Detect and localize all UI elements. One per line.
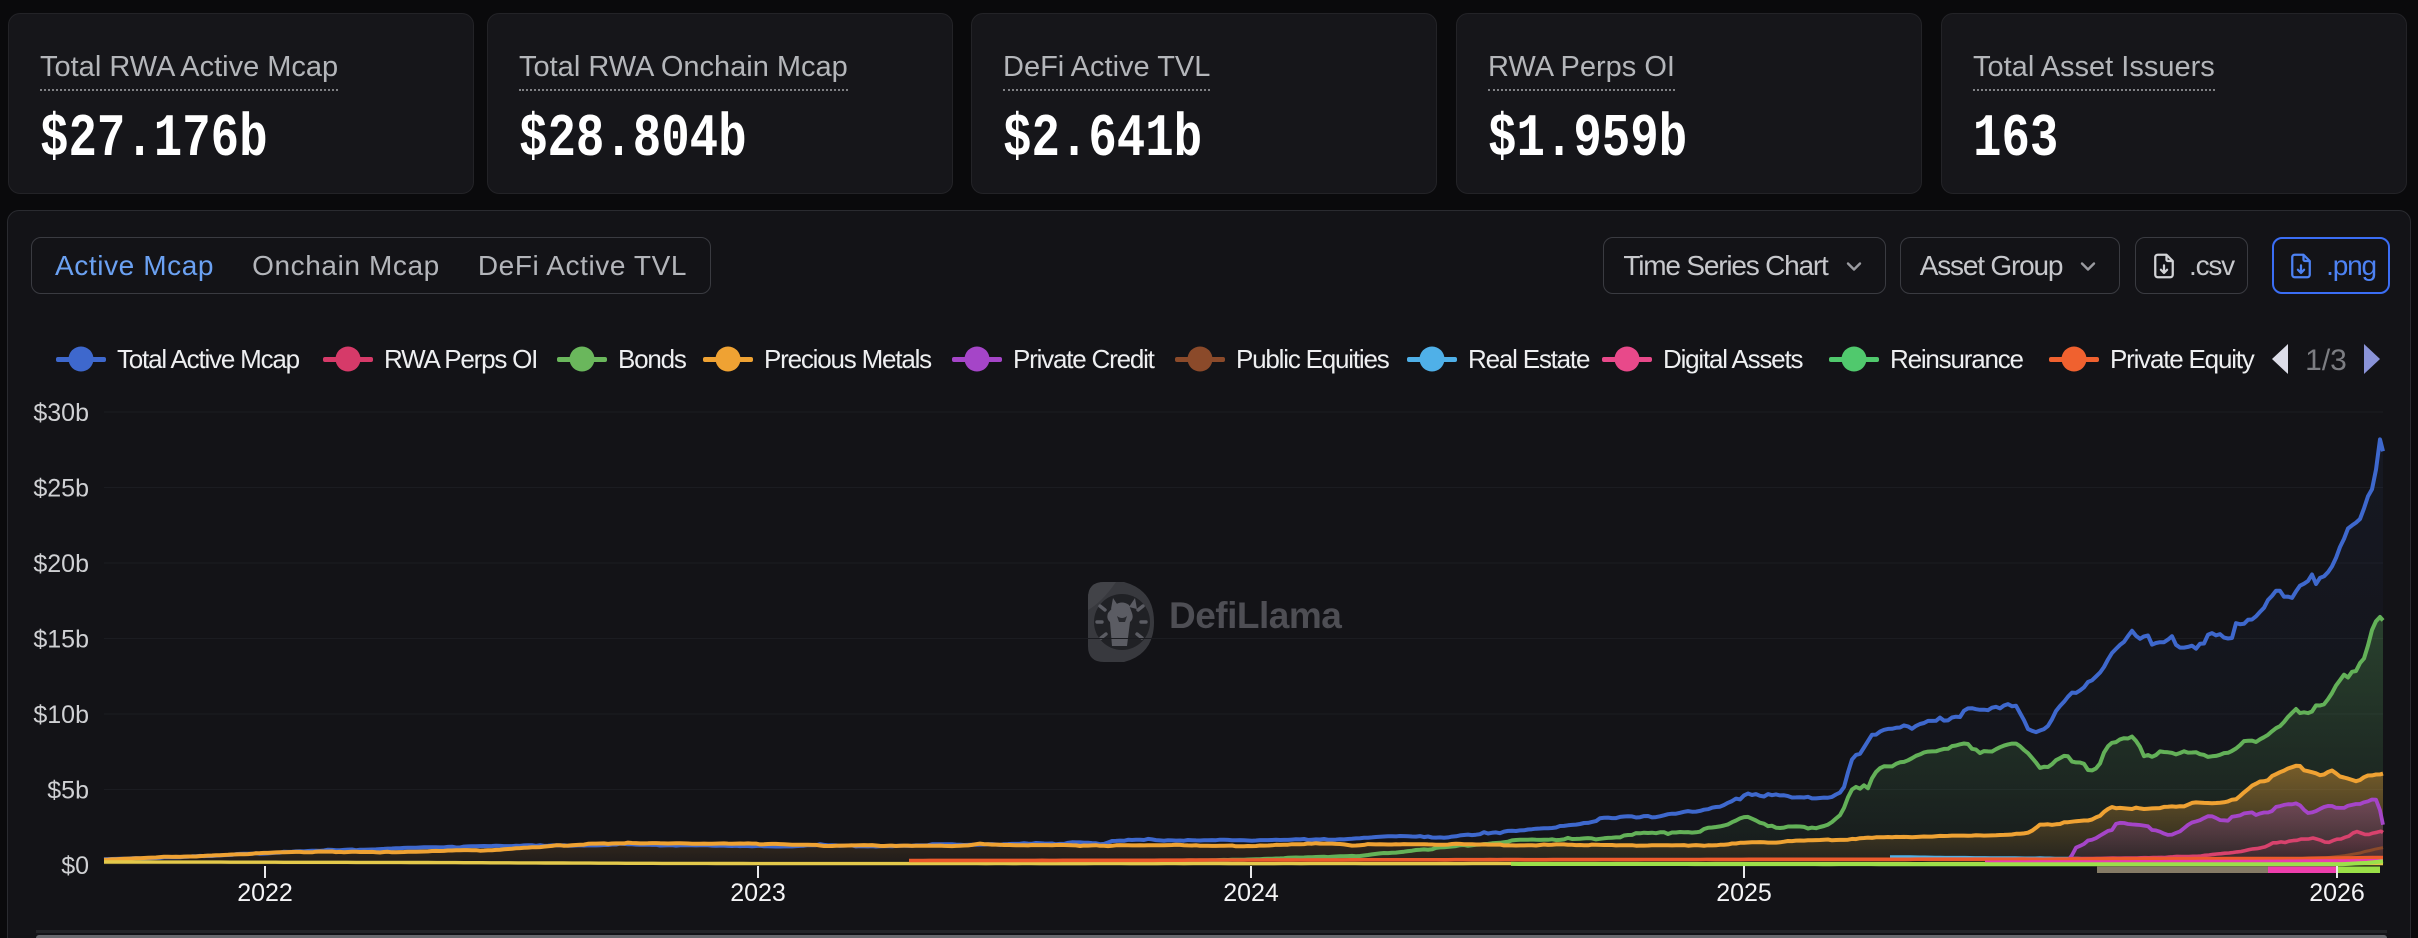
svg-text:2023: 2023 xyxy=(730,879,786,907)
svg-text:2022: 2022 xyxy=(237,879,293,907)
svg-text:$30b: $30b xyxy=(33,399,89,427)
svg-text:$25b: $25b xyxy=(33,475,89,503)
svg-text:$10b: $10b xyxy=(33,701,89,729)
svg-text:$5b: $5b xyxy=(47,777,89,805)
svg-text:2025: 2025 xyxy=(1716,879,1772,907)
svg-text:2024: 2024 xyxy=(1223,879,1279,907)
svg-text:$20b: $20b xyxy=(33,550,89,578)
svg-text:$15b: $15b xyxy=(33,626,89,654)
svg-text:1/3: 1/3 xyxy=(2305,344,2347,377)
svg-text:$0: $0 xyxy=(61,852,89,880)
svg-text:2026: 2026 xyxy=(2309,879,2365,907)
